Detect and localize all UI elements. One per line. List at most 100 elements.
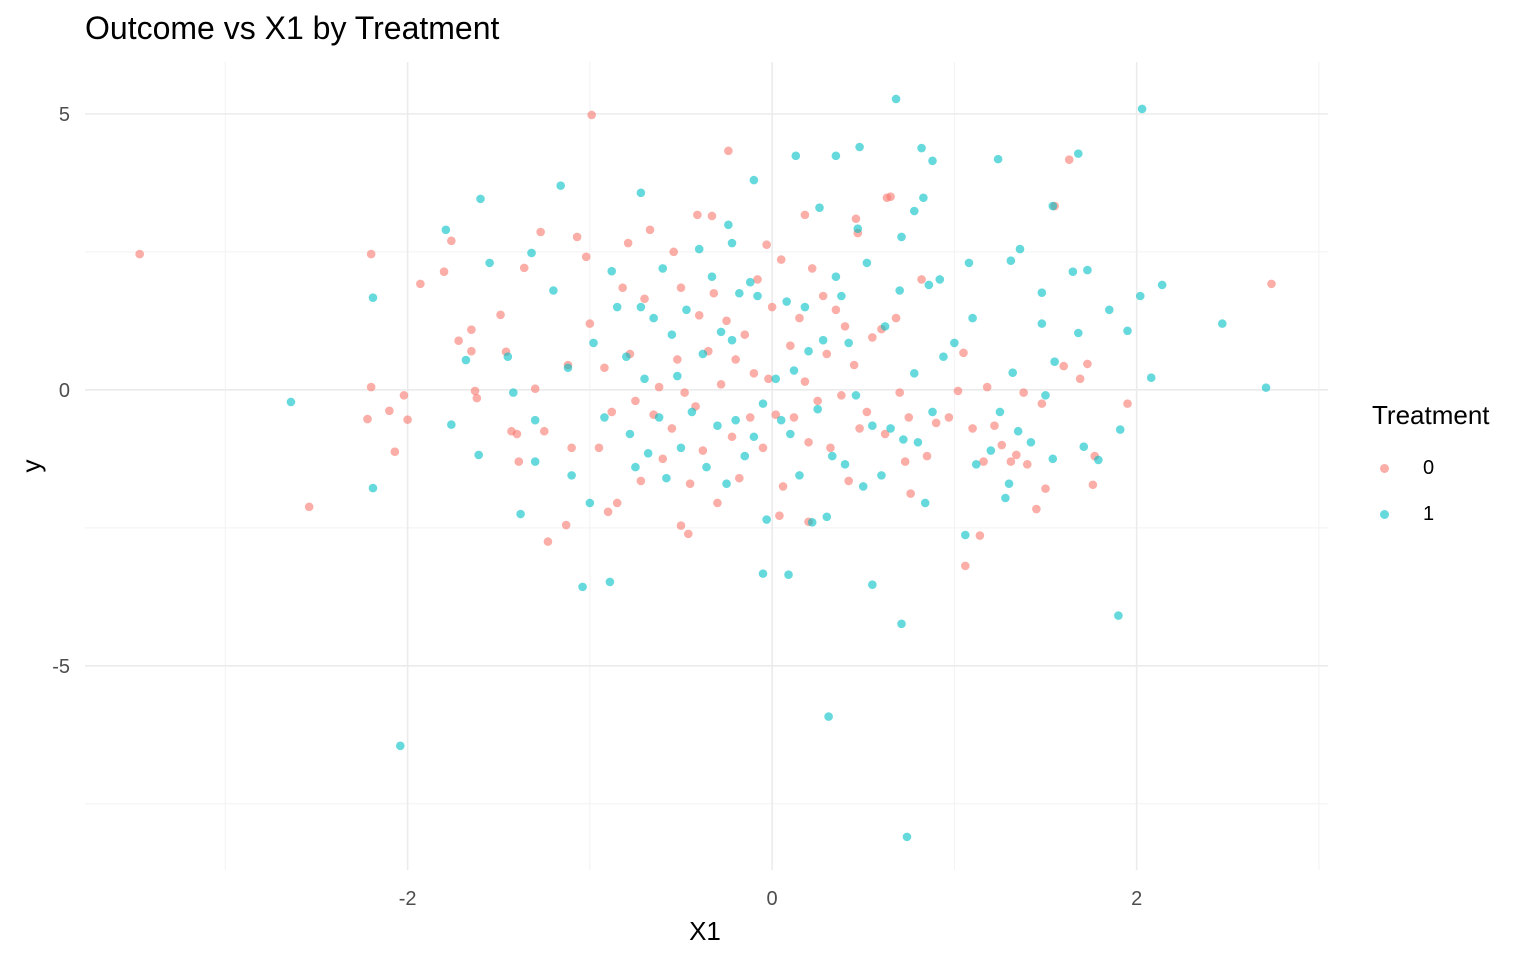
- point-treatment-0: [727, 432, 737, 442]
- point-treatment-0: [886, 192, 895, 201]
- point-treatment-0: [572, 232, 582, 242]
- point-treatment-0: [496, 310, 505, 320]
- point-treatment-0: [472, 393, 482, 403]
- point-treatment-1: [654, 413, 664, 422]
- point-treatment-0: [612, 498, 622, 508]
- point-treatment-1: [807, 517, 817, 527]
- point-treatment-0: [771, 410, 781, 419]
- point-treatment-1: [1008, 368, 1017, 378]
- point-treatment-0: [1032, 504, 1041, 514]
- point-treatment-1: [897, 619, 906, 629]
- point-treatment-1: [509, 388, 518, 397]
- point-treatment-1: [1041, 391, 1050, 400]
- x-tick-label: -2: [399, 888, 417, 910]
- point-treatment-1: [1135, 291, 1145, 301]
- point-treatment-0: [676, 521, 686, 530]
- point-treatment-1: [527, 248, 536, 258]
- point-treatment-1: [461, 355, 471, 365]
- point-treatment-1: [800, 302, 810, 312]
- point-treatment-0: [403, 415, 412, 424]
- point-treatment-0: [795, 313, 804, 323]
- point-treatment-1: [585, 498, 595, 508]
- point-treatment-1: [1004, 479, 1014, 488]
- x-tick-label: 0: [767, 888, 778, 910]
- point-treatment-1: [897, 232, 906, 242]
- major-gridlines: [85, 62, 1328, 870]
- point-treatment-0: [390, 447, 400, 456]
- point-treatment-0: [990, 421, 999, 431]
- point-treatment-0: [749, 368, 759, 378]
- point-treatment-1: [745, 277, 755, 287]
- point-treatment-0: [840, 322, 850, 331]
- point-treatment-1: [913, 437, 923, 447]
- point-treatment-0: [1006, 457, 1016, 466]
- point-treatment-1: [713, 421, 722, 431]
- point-treatment-1: [649, 313, 658, 323]
- point-treatment-0: [698, 446, 708, 455]
- point-treatment-1: [447, 420, 456, 429]
- point-treatment-0: [844, 476, 853, 486]
- legend-key-1: [1380, 509, 1389, 519]
- point-treatment-1: [899, 435, 908, 444]
- point-treatment-0: [789, 413, 799, 422]
- point-treatment-0: [851, 214, 861, 224]
- point-treatment-1: [971, 460, 981, 469]
- point-treatment-0: [1041, 484, 1050, 493]
- point-treatment-1: [662, 473, 671, 483]
- point-treatment-0: [1064, 155, 1074, 164]
- point-treatment-1: [1083, 265, 1092, 275]
- point-treatment-1: [1146, 373, 1156, 382]
- point-treatment-1: [1037, 288, 1047, 297]
- point-treatment-1: [1094, 455, 1103, 465]
- point-treatment-0: [762, 240, 771, 249]
- point-treatment-0: [707, 211, 717, 221]
- y-tick-label: -5: [52, 656, 70, 678]
- point-treatment-1: [605, 577, 615, 587]
- point-treatment-0: [800, 210, 810, 220]
- point-treatment-1: [782, 297, 791, 306]
- point-treatment-1: [749, 432, 759, 442]
- point-treatment-1: [589, 338, 598, 348]
- point-treatment-1: [784, 570, 793, 580]
- point-treatment-1: [724, 220, 733, 230]
- point-treatment-0: [831, 305, 841, 315]
- point-treatment-0: [855, 424, 864, 433]
- point-treatment-1: [607, 266, 617, 276]
- point-treatment-0: [1022, 460, 1032, 469]
- point-treatment-0: [826, 443, 835, 453]
- point-treatment-1: [813, 404, 822, 414]
- point-treatment-1: [824, 712, 833, 721]
- point-treatment-1: [1074, 328, 1083, 338]
- point-treatment-1: [1068, 267, 1078, 277]
- point-treatment-1: [1074, 149, 1083, 158]
- point-treatment-0: [1019, 388, 1028, 397]
- point-treatment-0: [753, 275, 762, 284]
- point-treatment-1: [625, 429, 635, 439]
- point-treatment-0: [922, 451, 932, 461]
- y-tick-label: 5: [59, 104, 70, 126]
- point-treatment-1: [909, 368, 919, 378]
- point-treatment-1: [891, 94, 901, 104]
- point-treatment-1: [935, 275, 945, 284]
- point-treatment-1: [673, 371, 682, 381]
- point-treatment-0: [454, 336, 463, 346]
- point-treatment-1: [919, 193, 928, 203]
- point-treatment-0: [1037, 399, 1047, 408]
- point-treatment-0: [906, 489, 915, 498]
- point-treatment-0: [416, 279, 425, 289]
- point-treatment-0: [804, 437, 813, 447]
- legend-item-0: 0: [1380, 445, 1490, 491]
- point-treatment-1: [1217, 319, 1227, 328]
- legend-key-0: [1380, 463, 1389, 473]
- point-treatment-1: [950, 338, 959, 348]
- point-treatment-1: [758, 569, 768, 578]
- point-treatment-0: [694, 311, 704, 320]
- point-treatment-0: [822, 349, 832, 359]
- point-treatment-1: [476, 194, 485, 204]
- point-treatment-0: [399, 391, 409, 400]
- point-treatment-0: [654, 382, 664, 392]
- point-treatment-1: [1261, 383, 1271, 392]
- point-treatment-1: [530, 457, 540, 466]
- point-treatment-0: [519, 263, 529, 273]
- point-treatment-0: [1267, 279, 1276, 289]
